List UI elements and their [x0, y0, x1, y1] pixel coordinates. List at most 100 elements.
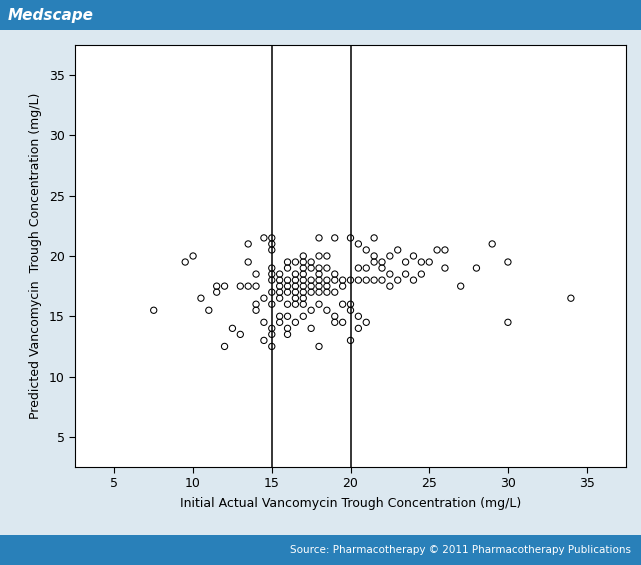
- Point: [385, 251, 395, 260]
- Point: [369, 233, 379, 242]
- Point: [408, 276, 419, 285]
- Point: [322, 276, 332, 285]
- Point: [314, 263, 324, 272]
- Point: [212, 288, 222, 297]
- Point: [338, 276, 348, 285]
- Point: [440, 263, 450, 272]
- Point: [267, 233, 277, 242]
- Point: [274, 276, 285, 285]
- Point: [274, 270, 285, 279]
- Point: [345, 299, 356, 308]
- Point: [267, 330, 277, 339]
- Point: [329, 276, 340, 285]
- Point: [345, 306, 356, 315]
- Point: [149, 306, 159, 315]
- Point: [314, 233, 324, 242]
- Point: [274, 318, 285, 327]
- Point: [322, 281, 332, 290]
- Point: [243, 281, 253, 290]
- Point: [353, 324, 363, 333]
- Point: [306, 263, 316, 272]
- Point: [369, 251, 379, 260]
- Point: [283, 276, 293, 285]
- Point: [471, 263, 481, 272]
- Point: [290, 294, 301, 303]
- Point: [345, 336, 356, 345]
- Point: [456, 281, 466, 290]
- Point: [314, 276, 324, 285]
- Point: [338, 281, 348, 290]
- Point: [306, 276, 316, 285]
- Point: [298, 281, 308, 290]
- Point: [298, 288, 308, 297]
- Point: [353, 263, 363, 272]
- Point: [259, 294, 269, 303]
- Point: [306, 281, 316, 290]
- Point: [259, 233, 269, 242]
- Point: [345, 276, 356, 285]
- Point: [274, 312, 285, 321]
- Point: [267, 240, 277, 249]
- Point: [267, 245, 277, 254]
- Point: [314, 288, 324, 297]
- Point: [259, 318, 269, 327]
- Point: [361, 318, 371, 327]
- Point: [361, 263, 371, 272]
- Point: [329, 288, 340, 297]
- Point: [283, 263, 293, 272]
- Point: [338, 299, 348, 308]
- Point: [267, 342, 277, 351]
- Point: [322, 263, 332, 272]
- Point: [361, 276, 371, 285]
- Point: [251, 281, 261, 290]
- Point: [322, 288, 332, 297]
- Point: [314, 299, 324, 308]
- Point: [377, 258, 387, 267]
- Point: [369, 258, 379, 267]
- Point: [290, 318, 301, 327]
- Point: [267, 324, 277, 333]
- Point: [353, 312, 363, 321]
- Point: [290, 281, 301, 290]
- Point: [298, 299, 308, 308]
- Point: [283, 324, 293, 333]
- Point: [290, 276, 301, 285]
- Point: [290, 299, 301, 308]
- Point: [298, 276, 308, 285]
- Point: [180, 258, 190, 267]
- Point: [298, 312, 308, 321]
- Point: [259, 336, 269, 345]
- Point: [329, 233, 340, 242]
- Point: [329, 312, 340, 321]
- Point: [283, 281, 293, 290]
- Point: [219, 342, 229, 351]
- Point: [283, 288, 293, 297]
- Point: [392, 276, 403, 285]
- Point: [432, 245, 442, 254]
- Point: [322, 251, 332, 260]
- Point: [283, 312, 293, 321]
- Point: [283, 258, 293, 267]
- Point: [274, 281, 285, 290]
- Point: [503, 318, 513, 327]
- Point: [416, 258, 426, 267]
- Point: [377, 276, 387, 285]
- Point: [235, 330, 246, 339]
- Point: [353, 240, 363, 249]
- Point: [377, 263, 387, 272]
- Point: [196, 294, 206, 303]
- Point: [314, 251, 324, 260]
- Point: [243, 240, 253, 249]
- Point: [188, 251, 198, 260]
- Point: [416, 270, 426, 279]
- Point: [298, 263, 308, 272]
- Point: [228, 324, 238, 333]
- Point: [385, 281, 395, 290]
- Point: [314, 270, 324, 279]
- Point: [338, 318, 348, 327]
- Point: [267, 288, 277, 297]
- Point: [345, 233, 356, 242]
- Point: [408, 251, 419, 260]
- Point: [283, 299, 293, 308]
- Point: [219, 281, 229, 290]
